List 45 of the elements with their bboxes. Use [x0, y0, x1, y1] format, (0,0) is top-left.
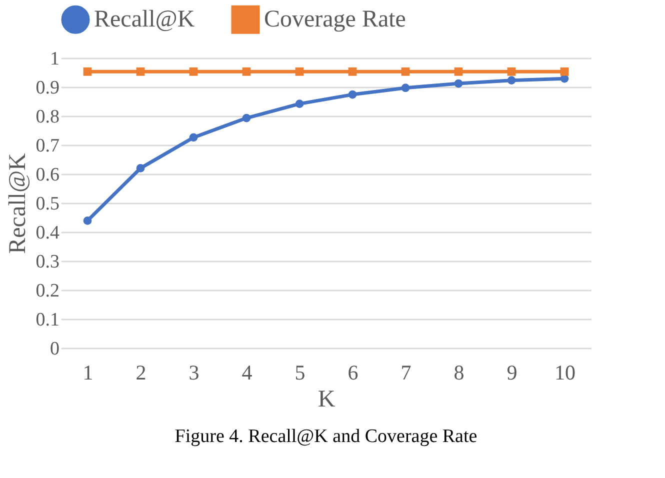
y-tick-label: 0.6: [36, 164, 60, 186]
x-tick-label: 2: [136, 360, 146, 384]
point: [507, 67, 516, 76]
x-tick-label: 1: [82, 360, 94, 384]
point: [454, 79, 463, 88]
y-tick-label: 1: [50, 48, 60, 70]
x-tick-label: 5: [294, 360, 306, 384]
point: [242, 67, 251, 76]
point: [189, 133, 198, 142]
point: [136, 164, 145, 172]
y-tick-label: 0.3: [36, 252, 60, 272]
x-axis-title: K: [318, 386, 336, 412]
text: Figure 4. Recall@K and Coverage Rate: [174, 426, 478, 447]
y-tick-label: 0.4: [36, 222, 60, 244]
point: [242, 114, 251, 122]
x-tick-label: 3: [188, 360, 200, 384]
x-tick-label: 9: [506, 360, 518, 384]
y-axis-title: Recall@K: [4, 152, 31, 254]
x-tick-label: 8: [454, 360, 464, 384]
legend-label: Recall@K: [94, 6, 196, 33]
point: [348, 90, 357, 99]
y-tick-label: 0.5: [36, 194, 60, 214]
y-tick-label: 0: [50, 338, 60, 360]
point: [189, 67, 198, 76]
point: [348, 67, 357, 76]
y-tick-label: 0.7: [36, 136, 60, 156]
point: [83, 67, 92, 76]
point: [560, 67, 569, 76]
y-tick-label: 0.2: [36, 280, 60, 302]
point: [295, 67, 304, 76]
point: [507, 76, 516, 85]
point: [295, 100, 304, 108]
legend-label: Coverage Rate: [264, 6, 406, 33]
y-tick-label: 0.8: [36, 106, 60, 128]
point: [401, 84, 410, 92]
point: [401, 67, 410, 76]
point: [136, 67, 145, 76]
x-tick-label: 10: [554, 360, 576, 384]
x-tick-label: 6: [348, 360, 358, 384]
x-tick-label: 4: [242, 360, 253, 384]
point: [83, 216, 92, 225]
y-tick-label: 0.1: [36, 310, 60, 330]
point: [454, 67, 463, 76]
y-tick-label: 0.9: [36, 78, 60, 98]
x-tick-label: 7: [400, 360, 412, 384]
